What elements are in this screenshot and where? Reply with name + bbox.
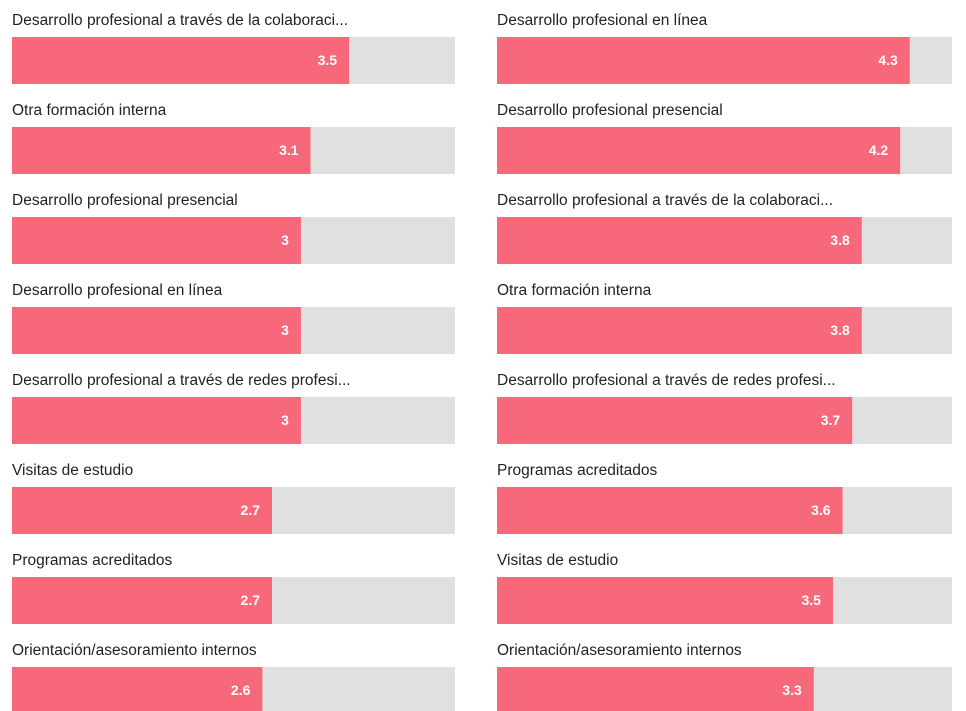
value-label: 2.7 <box>241 592 261 608</box>
bar-label: Desarrollo profesional a través de la co… <box>12 12 348 29</box>
value-label: 2.6 <box>231 682 251 698</box>
bar <box>12 487 273 534</box>
value-label: 3.8 <box>830 322 850 338</box>
bar <box>497 577 833 624</box>
bar <box>12 577 273 624</box>
value-label: 3 <box>281 412 289 428</box>
value-label: 4.3 <box>878 52 898 68</box>
bar-label: Desarrollo profesional presencial <box>497 102 723 119</box>
bar-label: Desarrollo profesional a través de redes… <box>12 372 351 389</box>
bar <box>497 397 853 444</box>
bar <box>12 217 301 264</box>
value-label: 3 <box>281 322 289 338</box>
value-label: 3.5 <box>318 52 338 68</box>
bar-label: Visitas de estudio <box>12 462 133 479</box>
bar-label: Desarrollo profesional en línea <box>497 12 708 29</box>
bar <box>497 217 862 264</box>
bar <box>497 37 910 84</box>
bar <box>12 127 311 174</box>
bar <box>12 37 350 84</box>
bar-label: Programas acreditados <box>12 552 172 569</box>
bar-label: Programas acreditados <box>497 462 657 479</box>
value-label: 3.1 <box>279 142 299 158</box>
value-label: 3 <box>281 232 289 248</box>
bar-label: Desarrollo profesional presencial <box>12 192 238 209</box>
bar-label: Orientación/asesoramiento internos <box>12 642 257 659</box>
value-label: 2.7 <box>241 502 261 518</box>
value-label: 3.3 <box>782 682 802 698</box>
value-label: 3.6 <box>811 502 831 518</box>
bar-label: Otra formación interna <box>12 102 167 119</box>
bar <box>497 307 862 354</box>
bar <box>497 487 843 534</box>
bar-label: Desarrollo profesional a través de la co… <box>497 192 833 209</box>
bar-label: Desarrollo profesional en línea <box>12 282 223 299</box>
value-label: 3.7 <box>821 412 841 428</box>
bar <box>12 397 301 444</box>
value-label: 4.2 <box>869 142 889 158</box>
bar-label: Visitas de estudio <box>497 552 618 569</box>
bar <box>497 667 814 711</box>
bar-label: Orientación/asesoramiento internos <box>497 642 742 659</box>
bar <box>12 307 301 354</box>
value-label: 3.8 <box>830 232 850 248</box>
value-label: 3.5 <box>802 592 822 608</box>
bar <box>12 667 263 711</box>
bar-label: Otra formación interna <box>497 282 652 299</box>
bar-label: Desarrollo profesional a través de redes… <box>497 372 836 389</box>
bar <box>497 127 901 174</box>
